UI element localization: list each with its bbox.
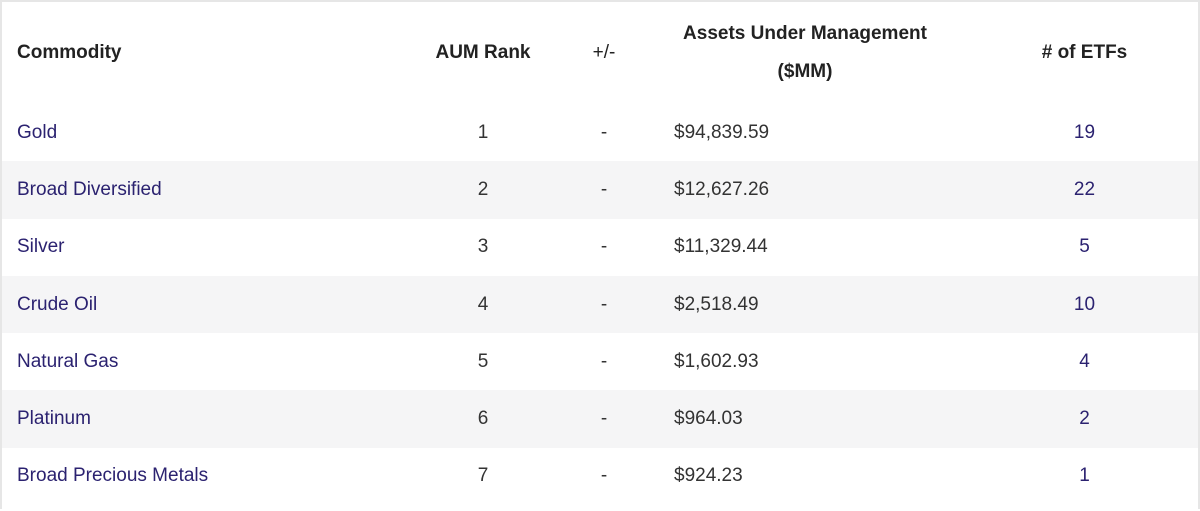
commodity-link[interactable]: Silver bbox=[17, 236, 65, 258]
table-row: Gold 1 - $94,839.59 19 bbox=[2, 104, 1198, 161]
aum-rank-cell: 3 bbox=[477, 236, 489, 258]
commodity-link[interactable]: Gold bbox=[17, 121, 58, 143]
etf-count-link[interactable]: 10 bbox=[1073, 293, 1096, 315]
change-cell: - bbox=[600, 350, 608, 372]
aum-value-cell: $94,839.59 bbox=[674, 121, 770, 143]
etf-count-link[interactable]: 22 bbox=[1073, 178, 1096, 200]
etf-count-link[interactable]: 19 bbox=[1073, 121, 1096, 143]
header-etf-count[interactable]: # of ETFs bbox=[1041, 42, 1128, 63]
aum-rank-cell: 5 bbox=[477, 350, 489, 372]
header-aum-line2: ($MM) bbox=[777, 61, 833, 82]
change-cell: - bbox=[600, 121, 608, 143]
header-aum-line1: Assets Under Management bbox=[683, 23, 927, 44]
table-row: Natural Gas 5 - $1,602.93 4 bbox=[2, 333, 1198, 390]
table-row: Crude Oil 4 - $2,518.49 10 bbox=[2, 275, 1198, 334]
aum-value-cell: $924.23 bbox=[674, 465, 743, 487]
etf-count-link[interactable]: 4 bbox=[1079, 350, 1090, 372]
header-commodity[interactable]: Commodity bbox=[17, 42, 122, 63]
header-change[interactable]: +/- bbox=[592, 42, 616, 63]
table-row: Silver 3 - $11,329.44 5 bbox=[2, 219, 1198, 276]
aum-rank-cell: 7 bbox=[477, 465, 489, 487]
aum-value-cell: $11,329.44 bbox=[674, 236, 768, 258]
commodity-link[interactable]: Broad Precious Metals bbox=[17, 465, 209, 487]
aum-rank-cell: 4 bbox=[477, 293, 489, 315]
aum-value-cell: $1,602.93 bbox=[674, 350, 759, 372]
aum-rank-cell: 2 bbox=[477, 178, 489, 200]
table-row: Broad Diversified 2 - $12,627.26 22 bbox=[2, 161, 1198, 219]
change-cell: - bbox=[600, 465, 608, 487]
aum-rank-cell: 6 bbox=[477, 408, 489, 430]
etf-count-link[interactable]: 1 bbox=[1079, 465, 1090, 487]
commodity-link[interactable]: Crude Oil bbox=[17, 293, 98, 315]
aum-rank-cell: 1 bbox=[477, 121, 489, 143]
commodity-link[interactable]: Platinum bbox=[17, 408, 91, 430]
aum-value-cell: $964.03 bbox=[674, 408, 743, 430]
table-body: Gold 1 - $94,839.59 19 Broad Diversified 2 - $12… bbox=[2, 104, 1198, 505]
change-cell: - bbox=[600, 293, 608, 315]
etf-count-link[interactable]: 5 bbox=[1079, 236, 1090, 258]
etf-count-link[interactable]: 2 bbox=[1079, 408, 1090, 430]
change-cell: - bbox=[600, 408, 608, 430]
table-row: Broad Precious Metals 7 - $924.23 1 bbox=[2, 448, 1198, 505]
table-header: Commodity AUM Rank +/- Assets Under Mana… bbox=[2, 2, 1198, 104]
aum-value-cell: $2,518.49 bbox=[674, 293, 759, 315]
header-assets-under-management[interactable]: Assets Under Management ($MM) bbox=[639, 2, 971, 104]
commodity-link[interactable]: Natural Gas bbox=[17, 350, 119, 372]
change-cell: - bbox=[600, 178, 608, 200]
commodity-link[interactable]: Broad Diversified bbox=[17, 178, 162, 200]
table-row: Platinum 6 - $964.03 2 bbox=[2, 390, 1198, 448]
change-cell: - bbox=[600, 236, 608, 258]
aum-value-cell: $12,627.26 bbox=[674, 178, 770, 200]
header-aum-rank[interactable]: AUM Rank bbox=[435, 42, 531, 63]
header-row: Commodity AUM Rank +/- Assets Under Mana… bbox=[2, 2, 1198, 104]
